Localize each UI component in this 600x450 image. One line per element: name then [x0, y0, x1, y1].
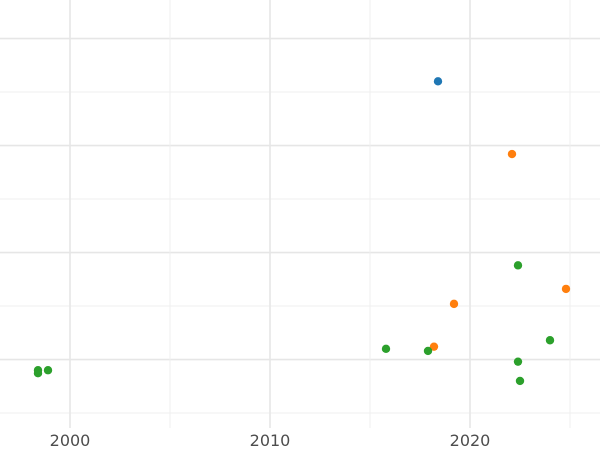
data-point [449, 299, 459, 309]
data-point [43, 366, 53, 375]
data-point [429, 342, 439, 351]
data-point [561, 284, 571, 294]
data-point [433, 77, 443, 86]
x-axis-ticks: 2000 2010 2020 [50, 431, 491, 450]
data-point [423, 346, 433, 356]
data-point [515, 376, 525, 386]
x-tick-label: 2020 [450, 431, 491, 450]
grid [0, 0, 600, 428]
x-tick-label: 2000 [50, 431, 91, 450]
data-point [513, 357, 523, 366]
data-points [33, 77, 571, 386]
x-tick-label: 2010 [250, 431, 291, 450]
data-point [545, 336, 555, 345]
data-point [33, 369, 43, 378]
data-point [507, 149, 517, 159]
data-point [513, 261, 523, 270]
data-point [381, 344, 391, 354]
